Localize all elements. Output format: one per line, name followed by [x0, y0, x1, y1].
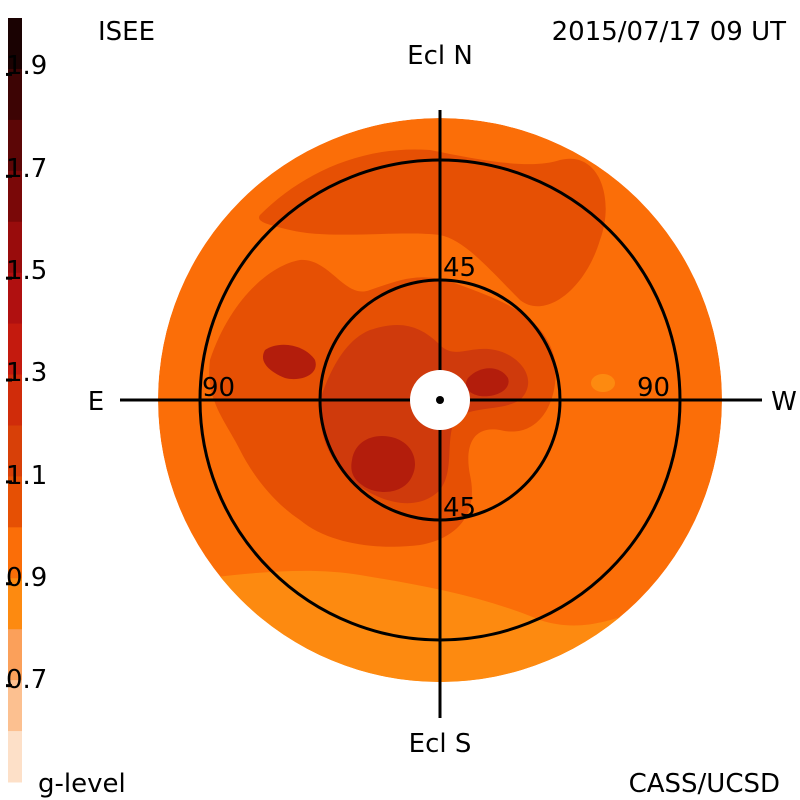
legend-color-band: [8, 680, 22, 732]
circle-label-45-top: 45: [443, 253, 476, 283]
legend-color-band: [8, 323, 22, 376]
axis-label-north: Ecl N: [407, 41, 473, 71]
legend-color-band: [8, 476, 22, 528]
legend-tick-label: 0.9: [6, 563, 47, 593]
g-level-color-bar: [8, 18, 22, 783]
legend-color-band: [8, 18, 22, 70]
source-label: ISEE: [98, 17, 155, 47]
axis-label-west: W: [771, 387, 797, 417]
legend-color-band: [8, 119, 22, 172]
legend-tick-label: 1.9: [6, 51, 47, 81]
legend-color-band: [8, 527, 22, 579]
sun-center-dot: [436, 396, 444, 404]
peak-density-blob-east: [262, 344, 316, 380]
bright-spot: [591, 374, 615, 392]
lower-density-band: [158, 570, 720, 682]
legend-tick-label: 1.3: [6, 358, 47, 388]
legend-title: g-level: [38, 769, 126, 799]
circle-label-45-bottom: 45: [443, 493, 476, 523]
circle-label-90-right: 90: [637, 373, 670, 403]
legend-color-band: [8, 731, 22, 783]
legend-color-band: [8, 578, 22, 630]
legend-tick-mark: [6, 378, 12, 382]
legend-tick-mark: [6, 480, 12, 484]
legend-tick-mark: [6, 174, 12, 178]
credit-label: CASS/UCSD: [629, 769, 780, 799]
circle-label-90-left: 90: [202, 373, 235, 403]
timestamp: 2015/07/17 09 UT: [552, 17, 786, 47]
peak-density-blob-southeast: [351, 436, 415, 492]
legend-tick-mark: [6, 276, 12, 280]
axis-label-east: E: [88, 387, 104, 417]
mid-density-north-lobe: [259, 149, 606, 307]
peak-density-blob-west: [465, 368, 509, 397]
legend-tick-label: 0.7: [6, 665, 47, 695]
legend-color-band: [8, 170, 22, 223]
legend-color-band: [8, 221, 22, 274]
legend-tick-mark: [6, 582, 12, 586]
legend-tick-label: 1.7: [6, 154, 47, 184]
g-level-tick-marks: [6, 72, 12, 688]
legend-color-band: [8, 425, 22, 477]
legend-tick-label: 1.1: [6, 461, 47, 491]
legend-color-band: [8, 629, 22, 681]
axis-label-south: Ecl S: [409, 729, 472, 759]
legend-color-band: [8, 68, 22, 121]
legend-color-band: [8, 272, 22, 325]
legend-tick-mark: [6, 72, 12, 76]
legend-tick-label: 1.5: [6, 256, 47, 286]
legend-tick-mark: [6, 684, 12, 688]
legend-color-band: [8, 374, 22, 426]
